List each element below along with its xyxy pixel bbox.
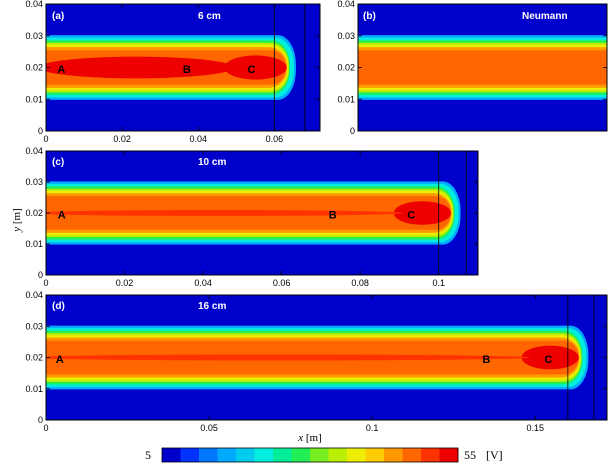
field-b [358,4,607,131]
colorbar-swatch [439,448,459,462]
contour-band [358,50,607,85]
colorbar-swatch [347,448,366,462]
colorbar-swatch [273,448,292,462]
x-tick-label: 0.1 [432,278,445,288]
panel-label-a: (a) [52,11,64,22]
hot-streak [46,56,234,79]
point-label-a: A [58,210,66,222]
x-tick-label: 0.04 [194,278,212,288]
hot-streak [46,210,403,216]
colorbar-unit: [V] [486,448,503,462]
y-tick-label: 0.02 [25,208,43,218]
panel-c: 0 0.01 0.02 0.03 0.04 0 0.02 0.04 0.06 0.08 0.1 (c… [25,146,479,288]
colorbar: 5 55 [V] [145,447,503,463]
colorbar-min-label: 5 [145,448,151,462]
y-tick-label: 0 [38,415,43,425]
panel-annotation-b: Neumann [522,11,568,22]
point-label-c: C [544,354,552,366]
colorbar-swatch [217,448,237,462]
panel-label-c: (c) [52,157,64,168]
x-tick-label: 0.06 [266,134,284,144]
panel-label-b: (b) [363,11,376,22]
field-c [46,151,478,275]
panel-d: 00.010.020.030.040 0.05 0.1 0.15 (d) 16 cm … [25,290,608,433]
colorbar-swatch [236,448,255,462]
y-tick-label: 0.04 [25,290,43,300]
field-a [46,4,320,131]
y-tick-label: 0.03 [25,177,43,187]
colorbar-swatch [328,448,348,462]
y-tick-label: 0.02 [25,353,43,363]
colorbar-swatches [161,447,459,463]
y-tick-label: 0.01 [337,94,355,104]
x-tick-label: 0 [43,278,48,288]
panel-annotation-d: 16 cm [198,301,226,312]
colorbar-swatch [162,448,181,462]
y-tick-label: 0.03 [337,31,355,41]
colorbar-swatch [421,448,440,462]
y-tick-label: 0.01 [25,239,43,249]
point-label-b: B [329,210,337,222]
point-label-b: B [183,64,191,76]
panel-annotation-c: 10 cm [198,157,226,168]
hot-spot [521,345,579,370]
point-label-b: B [482,354,490,366]
point-label-a: A [56,354,64,366]
x-tick-label: 0.08 [351,278,369,288]
x-tick-label: 0 [43,423,48,433]
colorbar-swatch [365,448,385,462]
point-label-c: C [407,210,415,222]
x-tick-label: 0.05 [200,423,218,433]
y-tick-label: 0 [350,126,355,136]
y-tick-label: 0.01 [25,94,43,104]
x-tick-label: 0.02 [116,278,134,288]
y-tick-label: 0 [38,126,43,136]
panel-label-d: (d) [52,301,65,312]
hot-spot [224,55,287,80]
y-tick-label: 0.01 [25,384,43,394]
colorbar-max-label: 55 [464,448,476,462]
hot-spot [393,201,451,225]
panel-annotation-a: 6 cm [198,11,221,22]
x-axis-label: x [m] [297,432,322,444]
y-tick-label: 0.04 [337,0,355,9]
y-tick-label: 0.03 [25,31,43,41]
x-tick-label: 0.06 [273,278,291,288]
colorbar-swatch [384,448,403,462]
field-d [46,295,607,420]
point-label-a: A [57,64,65,76]
y-tick-label: 0.04 [25,0,43,9]
y-tick-label: 0.03 [25,321,43,331]
y-tick-label: 0 [38,270,43,280]
y-tick-label: 0.02 [337,63,355,73]
panel-a: 00.010.020.030.040 0.02 0.04 0.06 (a) 6 cm … [25,0,321,144]
colorbar-swatch [180,448,200,462]
x-tick-label: 0.04 [189,134,207,144]
x-tick-label: 0 [43,134,48,144]
colorbar-swatch [402,448,422,462]
colorbar-frame [161,447,459,463]
hot-streak [46,354,531,361]
y-axis-label: y [m] [11,208,23,233]
panel-b: 0 0.01 0.02 0.03 0.04 (b) Neumann [337,0,608,136]
colorbar-swatch [199,448,218,462]
x-tick-label: 0.1 [366,423,379,433]
x-tick-label: 0.02 [113,134,131,144]
x-tick-label: 0.15 [526,423,544,433]
colorbar-swatch [291,448,311,462]
colorbar-swatch [310,448,329,462]
colorbar-swatch [254,448,274,462]
point-label-c: C [248,64,256,76]
y-tick-label: 0.02 [25,63,43,73]
y-tick-label: 0.04 [25,146,43,156]
